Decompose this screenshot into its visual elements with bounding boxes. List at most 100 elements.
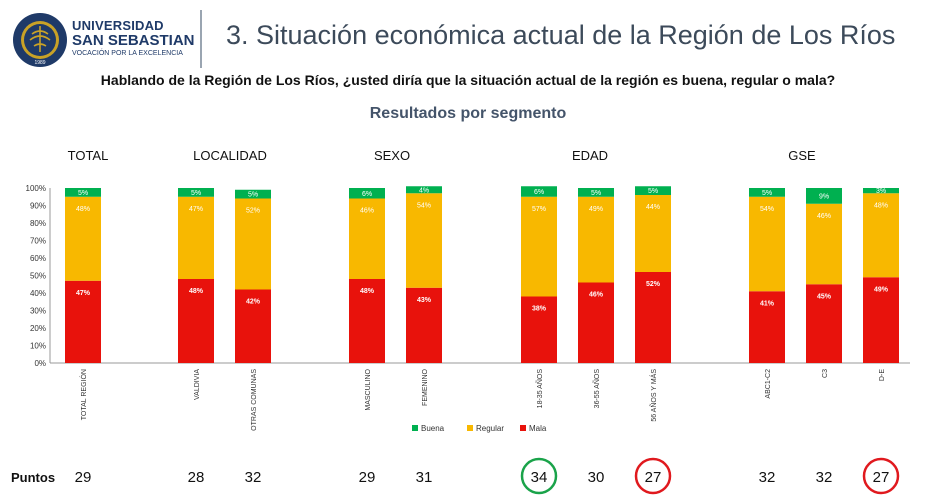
logo-line-1: UNIVERSIDAD [72,18,164,33]
x-tick-label: TOTAL REGIÓN [79,369,88,420]
legend-swatch [412,425,418,431]
legend-swatch [467,425,473,431]
page-title: 3. Situación económica actual de la Regi… [226,20,896,50]
puntos-value: 34 [531,469,548,486]
data-label: 3% [876,188,886,195]
y-tick-label: 70% [30,237,46,246]
data-label: 57% [532,206,546,213]
bar-segment [65,280,101,363]
segment-header: EDAD [572,148,608,163]
puntos-value: 27 [645,469,662,486]
x-tick-label: 36-55 AÑOS [592,369,601,409]
data-label: 42% [246,299,261,306]
bar-segment [406,193,442,288]
bar-segment [349,188,385,199]
puntos-value: 31 [416,469,433,486]
bar-segment [235,198,271,290]
data-label: 46% [360,208,374,215]
legend-label: Buena [421,424,445,433]
bar-segment [65,196,101,281]
puntos-value: 29 [75,469,92,486]
bar-segment [635,186,671,195]
bar-segment [349,279,385,363]
bar-segment [749,188,785,197]
puntos-value: 30 [588,469,605,486]
logo-line-2: SAN SEBASTIAN [72,32,195,49]
data-label: 5% [762,190,772,197]
x-tick-label: ABC1-C2 [765,369,772,399]
legend-label: Mala [529,424,547,433]
bar-segment [806,203,842,285]
data-label: 44% [646,204,660,211]
puntos-label: Puntos [11,470,55,485]
bar-segment [749,291,785,363]
data-label: 48% [76,206,90,213]
data-label: 38% [532,306,547,313]
legend-label: Regular [476,424,504,433]
data-label: 43% [417,297,432,304]
data-label: 5% [191,190,201,197]
y-tick-label: 100% [26,184,46,193]
y-tick-label: 90% [30,202,46,211]
puntos-value: 28 [188,469,205,486]
data-label: 5% [78,190,88,197]
header-divider [200,10,202,68]
bar-segment [806,188,842,204]
bar-segment [406,287,442,363]
bar-segment [521,296,557,363]
data-label: 41% [760,300,775,307]
bar-segment [406,186,442,194]
bar-segment [578,196,614,283]
puntos-value: 32 [759,469,776,486]
highlight-circle [862,457,900,495]
data-label: 54% [760,206,774,213]
y-tick-label: 60% [30,254,46,263]
bar-segment [178,196,214,279]
bar-segment [578,188,614,197]
y-tick-label: 50% [30,272,46,281]
highlight-circle [520,457,558,495]
data-label: 4% [419,187,429,194]
data-label: 5% [248,192,258,199]
bar-segment [749,196,785,292]
bar-segment [235,289,271,363]
bar-segment [863,277,899,363]
chart-subtitle: Resultados por segmento [369,105,567,122]
segment-header: SEXO [374,148,410,163]
y-tick-label: 20% [30,324,46,333]
x-tick-label: FEMENINO [422,368,429,406]
bar-segment [349,198,385,279]
segment-header: TOTAL [68,148,109,163]
x-tick-label: 56 AÑOS Y MÁS [649,369,658,422]
data-label: 46% [817,213,831,220]
bar-segment [806,284,842,363]
data-label: 5% [591,190,601,197]
puntos-value: 32 [816,469,833,486]
x-tick-label: C3 [822,369,829,378]
bar-segment [521,196,557,297]
y-tick-label: 80% [30,219,46,228]
data-label: 46% [589,292,604,299]
x-tick-label: 18-35 AÑOS [535,369,544,409]
y-tick-label: 10% [30,342,46,351]
data-label: 49% [589,206,603,213]
data-label: 48% [874,202,888,209]
segment-header: GSE [788,148,816,163]
y-tick-label: 0% [34,359,46,368]
puntos-value: 27 [873,469,890,486]
data-label: 6% [362,191,372,198]
university-seal-icon: 1989 [13,13,67,67]
x-tick-label: OTRAS COMUNAS [251,369,258,431]
bar-segment [65,188,101,197]
data-label: 52% [646,281,661,288]
y-tick-label: 40% [30,289,46,298]
data-label: 48% [360,288,375,295]
data-label: 5% [648,188,658,195]
data-label: 47% [76,290,91,297]
bar-segment [635,272,671,363]
x-tick-label: MASCULINO [365,368,372,410]
data-label: 48% [189,288,204,295]
x-tick-label: D-E [879,369,886,381]
legend-swatch [520,425,526,431]
